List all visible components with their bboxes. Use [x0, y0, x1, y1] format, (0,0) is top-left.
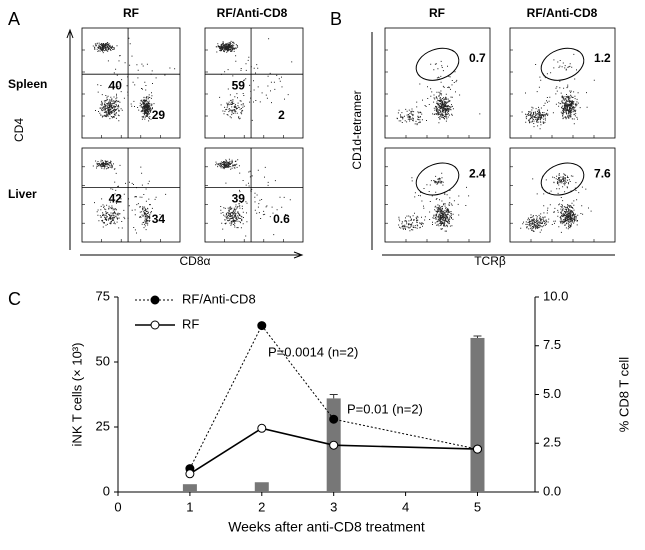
quadrant-value: 2: [278, 108, 285, 122]
column-title: RF: [429, 6, 445, 20]
x-tick-label: 2: [258, 499, 265, 514]
gate-value: 1.2: [594, 51, 611, 65]
legend-marker: [150, 295, 160, 305]
column-title: RF: [123, 6, 139, 20]
plot-frame: [81, 147, 181, 243]
column-title: RF/Anti-CD8: [217, 6, 288, 20]
x-tick-label: 4: [402, 499, 409, 514]
gate: [415, 162, 460, 196]
row-title: Liver: [8, 187, 37, 201]
y2-tick-label: 5.0: [543, 386, 561, 401]
gate-value: 2.4: [469, 166, 486, 180]
gate: [415, 47, 460, 81]
gate: [540, 162, 585, 196]
error-bar: [473, 335, 482, 338]
bar: [182, 484, 197, 492]
y2-axis-label: % CD8 T cell: [616, 357, 631, 432]
plot-frame: [509, 27, 616, 139]
axis-label: CD1d-tetramer: [350, 90, 364, 169]
panel-letter: A: [8, 9, 20, 29]
x-axis-label: Weeks after anti-CD8 treatment: [228, 519, 425, 535]
y2-tick-label: 0.0: [543, 483, 561, 498]
flow-dots: [92, 37, 595, 237]
bar: [254, 482, 269, 492]
quadrant-value: 29: [152, 108, 166, 122]
y2-tick-label: 2.5: [543, 435, 561, 450]
axis-label: CD4: [12, 118, 26, 142]
x-tick-label: 1: [186, 499, 193, 514]
gate-value: 7.6: [594, 166, 611, 180]
panel-letter: B: [330, 9, 342, 29]
y-tick-label: 75: [96, 288, 110, 303]
y-tick-label: 0: [103, 483, 110, 498]
quadrant-value: 39: [232, 192, 246, 206]
plot-frame: [509, 147, 616, 243]
quadrant-value: 42: [109, 192, 123, 206]
axis-label: CD8α: [180, 254, 211, 268]
error-bar: [329, 394, 338, 399]
y2-tick-label: 10.0: [543, 288, 568, 303]
marker: [185, 469, 195, 479]
y2-tick-label: 7.5: [543, 337, 561, 352]
x-tick-label: 3: [330, 499, 337, 514]
arrowhead: [293, 251, 304, 259]
annotation: P=0.0014 (n=2): [268, 344, 358, 359]
bar: [470, 337, 485, 492]
gate-value: 0.7: [469, 51, 486, 65]
quadrant-value: 0.6: [273, 212, 290, 226]
flow-dots: [92, 37, 595, 237]
marker: [329, 414, 339, 424]
gate: [540, 47, 585, 81]
x-tick-label: 0: [114, 499, 121, 514]
column-title: RF/Anti-CD8: [527, 6, 598, 20]
quadrant-value: 34: [152, 212, 166, 226]
plot-frame: [204, 27, 304, 139]
x-tick-label: 5: [474, 499, 481, 514]
marker: [257, 321, 267, 331]
arrowhead: [66, 28, 74, 39]
quadrant-value: 59: [232, 78, 246, 92]
legend-marker: [150, 320, 160, 330]
panel-letter: C: [8, 289, 21, 309]
row-title: Spleen: [8, 77, 47, 91]
plot-frame: [204, 147, 304, 243]
axis-label: TCRβ: [474, 254, 506, 268]
y-axis-label: iNK T cells (× 10³): [69, 343, 84, 447]
legend-label: RF: [182, 316, 199, 331]
plot-frame: [384, 147, 491, 243]
line: [189, 427, 478, 475]
y-tick-label: 50: [96, 353, 110, 368]
plot-frame: [384, 27, 491, 139]
marker: [329, 440, 339, 450]
legend-label: RF/Anti-CD8: [182, 291, 256, 306]
annotation: P=0.01 (n=2): [347, 401, 423, 416]
line: [189, 324, 478, 469]
quadrant-value: 40: [109, 78, 123, 92]
plot-frame: [81, 27, 181, 139]
marker: [257, 423, 267, 433]
y-tick-label: 25: [96, 418, 110, 433]
marker: [472, 444, 482, 454]
